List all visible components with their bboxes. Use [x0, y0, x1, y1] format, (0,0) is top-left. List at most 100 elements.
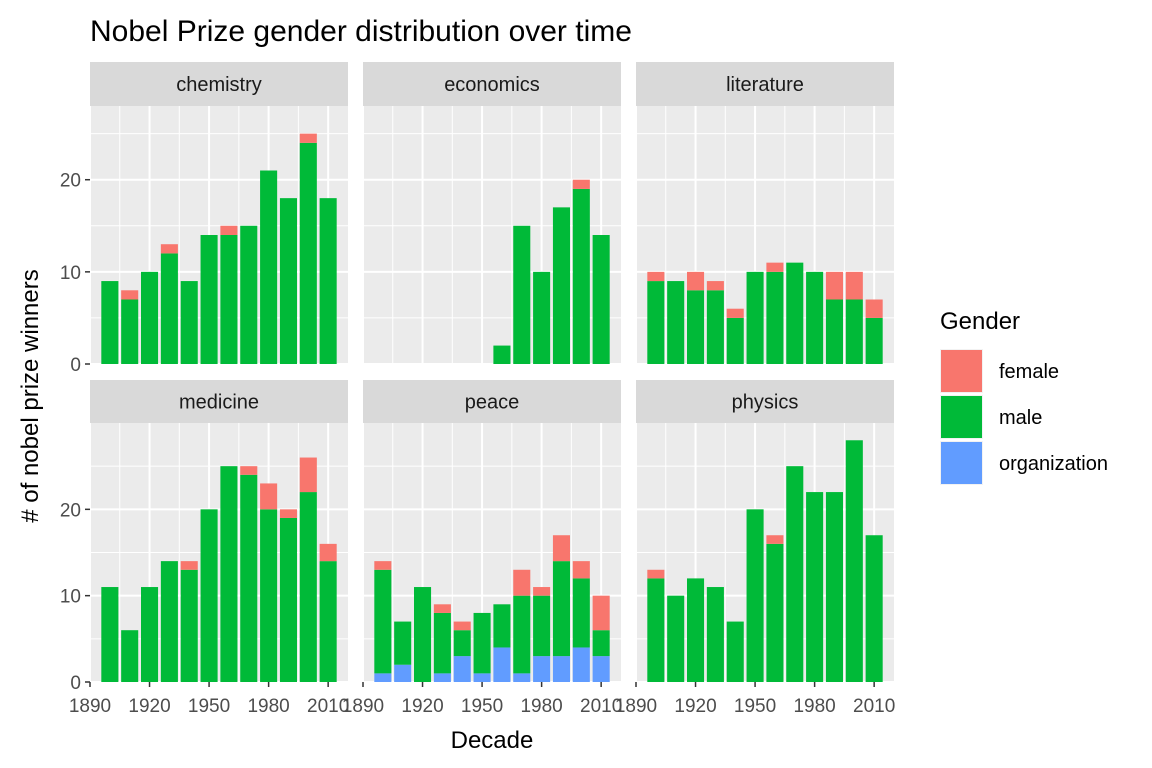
facet-strip [636, 62, 894, 106]
bar-chemistry-2010-male [319, 198, 337, 364]
bar-medicine-1980-male [260, 509, 278, 682]
bar-physics-1900-female [647, 569, 665, 579]
x-tick-label: 1980 [247, 696, 289, 717]
bar-physics-1960-male [766, 543, 784, 682]
x-tick-label: 1920 [128, 696, 170, 717]
bar-literature-1910-male [667, 281, 685, 364]
bar-peace-1930-male [433, 612, 451, 674]
y-tick-label: 0 [70, 673, 81, 694]
bar-physics-2010-male [865, 535, 883, 682]
bar-physics-2000-male [845, 440, 863, 682]
bar-physics-1970-male [786, 466, 804, 682]
bar-medicine-1900-male [101, 587, 119, 682]
x-tick-label: 1950 [461, 696, 503, 717]
bar-medicine-2000-male [299, 492, 317, 682]
bar-peace-1900-organization [374, 673, 392, 682]
bar-literature-1920-male [687, 290, 705, 364]
x-tick-label: 1980 [793, 696, 835, 717]
legend-label-male: male [999, 407, 1042, 429]
facet-strip-label: peace [465, 392, 520, 414]
bar-peace-2000-organization [572, 647, 590, 682]
x-tick-label: 2010 [853, 696, 895, 717]
bar-peace-2010-female [592, 595, 610, 631]
y-tick-label: 0 [70, 355, 81, 376]
bar-peace-1940-female [453, 621, 471, 631]
bar-peace-1900-female [374, 561, 392, 570]
facet-panels: chemistry 0 10 20 economics literature medicin… [60, 62, 895, 717]
x-tick-label: 1890 [342, 696, 384, 717]
bar-peace-2000-male [572, 578, 590, 648]
bar-medicine-2000-female [299, 457, 317, 493]
bar-physics-1980-male [806, 492, 824, 682]
bar-peace-1990-male [552, 561, 570, 657]
bar-medicine-2010-male [319, 561, 337, 682]
bar-physics-1920-male [687, 578, 705, 682]
bar-literature-2010-female [865, 299, 883, 318]
facet-strip-label: economics [444, 74, 540, 96]
facet-physics: physics 1890 1920 1950 1980 2010 [615, 380, 895, 717]
y-tick-label: 20 [60, 500, 81, 521]
bar-economics-2000-male [572, 188, 590, 364]
bar-chemistry-1900-male [101, 281, 119, 364]
bar-literature-1900-female [647, 271, 665, 282]
bar-literature-1960-male [766, 271, 784, 364]
bar-chemistry-1960-male [220, 235, 238, 364]
bar-economics-2010-male [592, 235, 610, 364]
bar-literature-1930-female [706, 281, 724, 291]
facet-strip-label: physics [732, 392, 799, 414]
bar-literature-2010-male [865, 317, 883, 364]
facet-strip [90, 62, 348, 106]
bar-chemistry-2000-female [299, 133, 317, 143]
bar-literature-1930-male [706, 290, 724, 364]
bar-literature-1960-female [766, 262, 784, 272]
bar-physics-1940-male [726, 621, 744, 682]
bar-economics-1970-male [513, 225, 531, 364]
legend-label-organization: organization [999, 453, 1108, 475]
bar-peace-1980-organization [533, 656, 551, 682]
bar-peace-2000-female [572, 561, 590, 579]
facet-strip [90, 380, 348, 423]
bar-peace-2010-organization [592, 656, 610, 682]
facet-chemistry: chemistry 0 10 20 [60, 62, 348, 376]
facet-literature: literature [635, 62, 894, 365]
bar-physics-1960-female [766, 535, 784, 544]
bar-literature-1970-male [786, 262, 804, 364]
x-tick-label: 1980 [520, 696, 562, 717]
x-tick-label: 2010 [580, 696, 622, 717]
x-tick-label: 1920 [674, 696, 716, 717]
bar-peace-1940-organization [453, 656, 471, 682]
bar-literature-1950-male [746, 271, 764, 364]
bar-literature-1940-male [726, 317, 744, 364]
bar-peace-1930-female [433, 604, 451, 613]
bar-peace-1960-organization [493, 647, 511, 682]
legend: Gender female male organization [940, 308, 1108, 485]
bar-chemistry-1990-male [279, 198, 297, 364]
bar-peace-1910-organization [394, 664, 412, 682]
bar-medicine-1980-female [260, 483, 278, 510]
legend-key-female [941, 350, 982, 392]
bar-medicine-1940-male [180, 569, 198, 682]
bar-physics-1950-male [746, 509, 764, 682]
bar-chemistry-1930-female [160, 244, 178, 254]
facet-strip [363, 62, 621, 106]
bar-physics-1910-male [667, 595, 685, 682]
x-axis-title: Decade [451, 727, 534, 754]
bar-chemistry-1980-male [260, 170, 278, 364]
bar-peace-1980-male [533, 595, 551, 657]
facet-strip [636, 380, 894, 423]
bar-peace-1970-female [513, 569, 531, 596]
bar-chemistry-1920-male [141, 271, 159, 364]
bar-peace-2010-male [592, 630, 610, 657]
bar-chemistry-1910-female [121, 290, 139, 300]
bar-economics-1960-male [493, 345, 511, 364]
bar-literature-2000-male [845, 299, 863, 364]
bar-peace-1950-male [473, 612, 491, 674]
bar-medicine-1970-male [240, 474, 258, 682]
y-tick-label: 10 [60, 263, 81, 284]
bar-literature-1990-male [825, 299, 843, 364]
legend-title: Gender [940, 308, 1020, 335]
bar-physics-1990-male [825, 492, 843, 682]
x-tick-label: 1950 [188, 696, 230, 717]
legend-key-male [941, 396, 982, 438]
legend-label-female: female [999, 361, 1059, 383]
